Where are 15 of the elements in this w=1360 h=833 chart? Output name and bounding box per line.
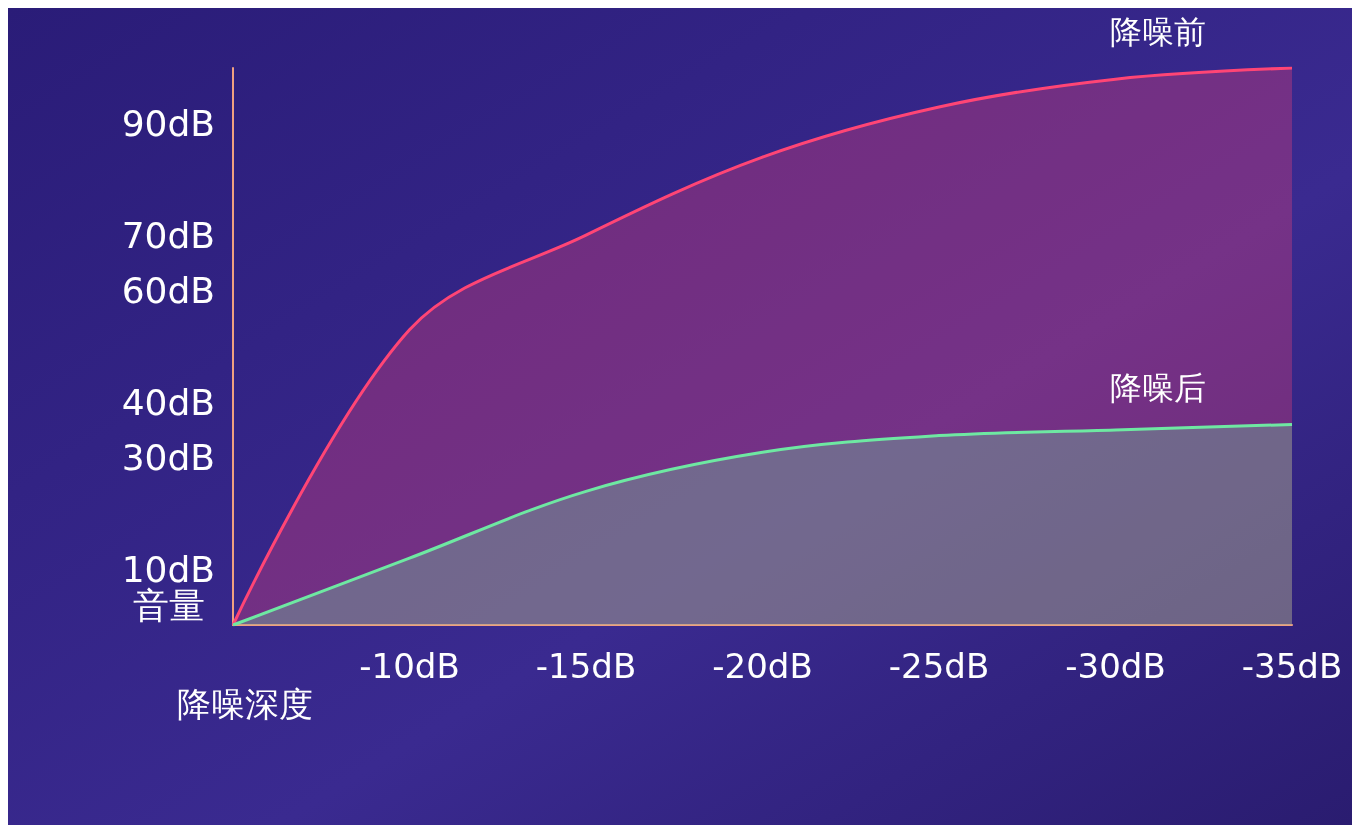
x-tick-label: -30dB <box>1065 646 1166 686</box>
y-tick-label: 40dB <box>121 381 215 423</box>
series-label: 降噪前 <box>1110 13 1206 51</box>
x-tick-label: -25dB <box>888 646 990 686</box>
series-label: 降噪后 <box>1110 369 1206 408</box>
y-axis-title: 音量 <box>133 584 205 626</box>
y-tick-label: 30dB <box>121 437 215 479</box>
y-tick-label: 70dB <box>121 214 215 256</box>
x-tick-label: -15dB <box>535 646 637 686</box>
x-tick-label: -35dB <box>1241 646 1343 686</box>
y-tick-label: 60dB <box>121 270 215 312</box>
x-tick-label: -20dB <box>712 646 813 686</box>
x-axis-title: 降噪深度 <box>177 684 313 724</box>
y-tick-label: 90dB <box>121 103 215 145</box>
x-tick-label: -10dB <box>359 646 460 686</box>
